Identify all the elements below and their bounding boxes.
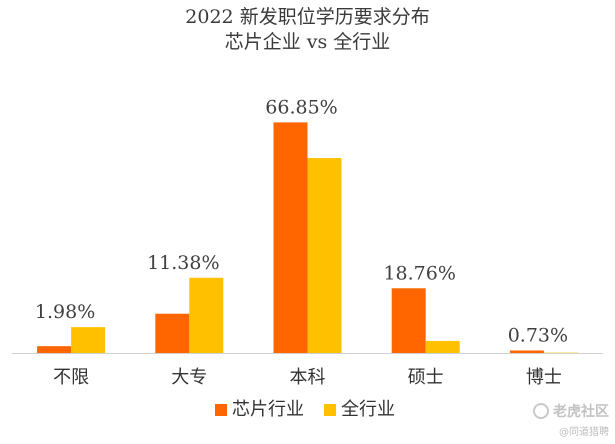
data-label: 0.73%	[508, 324, 568, 346]
bar-芯片行业-硕士	[391, 288, 426, 353]
x-tick-label: 本科	[290, 367, 326, 388]
x-tick-label: 大专	[171, 367, 207, 388]
legend-label: 全行业	[341, 399, 395, 420]
bar-芯片行业-博士	[509, 350, 544, 353]
x-tick-label: 硕士	[408, 367, 444, 388]
watermark-subtext: @同道猎聘	[559, 427, 609, 438]
bar-全行业-硕士	[425, 340, 460, 353]
watermark: 老虎社区 @同道猎聘	[533, 401, 609, 438]
x-tick-label: 博士	[526, 367, 562, 388]
chart-subtitle: 芯片企业 vs 全行业	[224, 31, 391, 53]
data-label: 18.76%	[383, 262, 455, 284]
bar-全行业-本科	[307, 158, 342, 353]
watermark-text: 老虎社区	[553, 404, 609, 420]
bar-芯片行业-本科	[273, 122, 308, 354]
x-tick-label: 不限	[53, 367, 89, 388]
tiger-logo-icon	[533, 403, 549, 419]
chart-title: 2022 新发职位学历要求分布	[185, 6, 430, 28]
data-label: 11.38%	[147, 252, 219, 274]
bar-芯片行业-大专	[155, 313, 190, 353]
legend-swatch	[215, 404, 227, 416]
legend-swatch	[324, 404, 336, 416]
bar-芯片行业-不限	[37, 346, 72, 353]
bar-全行业-不限	[71, 327, 106, 353]
data-label: 66.85%	[265, 96, 337, 118]
legend-label: 芯片行业	[232, 399, 304, 420]
data-label: 1.98%	[35, 301, 95, 323]
bar-全行业-大专	[189, 277, 224, 353]
